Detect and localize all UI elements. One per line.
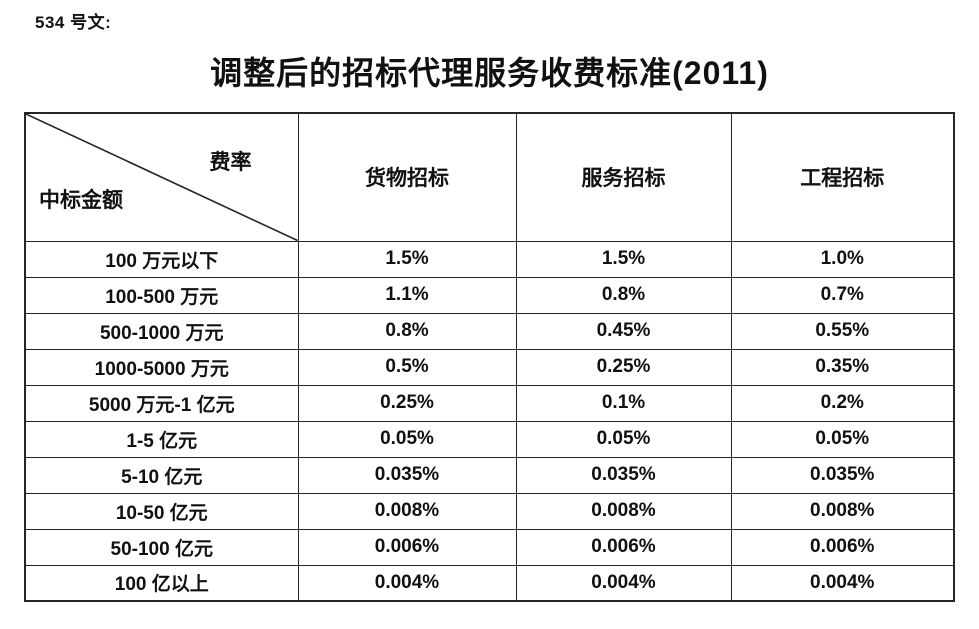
column-header-engineering: 工程招标	[730, 112, 955, 242]
row-label-cell: 5-10 亿元	[24, 456, 299, 494]
table-row: 100 亿以上 0.004% 0.004% 0.004%	[24, 564, 955, 602]
row-label-cell: 50-100 亿元	[24, 528, 299, 566]
diagonal-divider-line	[26, 114, 298, 241]
fee-value-cell: 0.5%	[297, 348, 517, 386]
fee-rate-table: 费率 中标金额 货物招标 服务招标 工程招标 100 万元以下 1.5% 1.5…	[24, 112, 955, 602]
corner-label-fee-rate: 费率	[209, 150, 252, 174]
fee-value-cell: 1.1%	[297, 276, 517, 314]
row-label-cell: 1-5 亿元	[24, 420, 299, 458]
row-label-cell: 100 万元以下	[24, 240, 299, 278]
row-label-cell: 5000 万元-1 亿元	[24, 384, 299, 422]
fee-value-cell: 0.035%	[297, 456, 517, 494]
row-label-cell: 500-1000 万元	[24, 312, 299, 350]
table-row: 10-50 亿元 0.008% 0.008% 0.008%	[24, 492, 955, 530]
fee-value-cell: 1.5%	[297, 240, 517, 278]
fee-value-cell: 0.55%	[730, 312, 955, 350]
fee-value-cell: 0.004%	[297, 564, 517, 602]
fee-value-cell: 1.0%	[730, 240, 955, 278]
fee-value-cell: 0.7%	[730, 276, 955, 314]
row-label-cell: 100-500 万元	[24, 276, 299, 314]
fee-value-cell: 1.5%	[515, 240, 732, 278]
header-row: 费率 中标金额 货物招标 服务招标 工程招标	[24, 112, 955, 242]
fee-value-cell: 0.006%	[730, 528, 955, 566]
fee-value-cell: 0.008%	[515, 492, 732, 530]
fee-value-cell: 0.035%	[515, 456, 732, 494]
fee-value-cell: 0.8%	[297, 312, 517, 350]
fee-value-cell: 0.25%	[297, 384, 517, 422]
column-header-goods: 货物招标	[297, 112, 517, 242]
fee-value-cell: 0.1%	[515, 384, 732, 422]
page-title: 调整后的招标代理服务收费标准(2011)	[210, 55, 769, 91]
row-label-cell: 100 亿以上	[24, 564, 299, 602]
table-row: 1000-5000 万元 0.5% 0.25% 0.35%	[24, 348, 955, 386]
fee-value-cell: 0.35%	[730, 348, 955, 386]
row-label-cell: 10-50 亿元	[24, 492, 299, 530]
table-row: 100 万元以下 1.5% 1.5% 1.0%	[24, 240, 955, 278]
table-row: 1-5 亿元 0.05% 0.05% 0.05%	[24, 420, 955, 458]
table-row: 5000 万元-1 亿元 0.25% 0.1% 0.2%	[24, 384, 955, 422]
fee-value-cell: 0.008%	[297, 492, 517, 530]
table-row: 5-10 亿元 0.035% 0.035% 0.035%	[24, 456, 955, 494]
doc-number-label: 534 号文:	[35, 13, 112, 32]
fee-value-cell: 0.05%	[730, 420, 955, 458]
table-row: 50-100 亿元 0.006% 0.006% 0.006%	[24, 528, 955, 566]
column-header-service: 服务招标	[515, 112, 732, 242]
fee-value-cell: 0.05%	[297, 420, 517, 458]
row-label-cell: 1000-5000 万元	[24, 348, 299, 386]
fee-value-cell: 0.006%	[297, 528, 517, 566]
fee-value-cell: 0.004%	[515, 564, 732, 602]
table-row: 100-500 万元 1.1% 0.8% 0.7%	[24, 276, 955, 314]
fee-value-cell: 0.05%	[515, 420, 732, 458]
fee-value-cell: 0.25%	[515, 348, 732, 386]
corner-label-bid-amount: 中标金额	[39, 187, 123, 212]
table-row: 500-1000 万元 0.8% 0.45% 0.55%	[24, 312, 955, 350]
fee-value-cell: 0.008%	[730, 492, 955, 530]
table-corner-cell: 费率 中标金额	[24, 112, 299, 242]
fee-value-cell: 0.004%	[730, 564, 955, 602]
fee-value-cell: 0.035%	[730, 456, 955, 494]
fee-value-cell: 0.45%	[515, 312, 732, 350]
fee-value-cell: 0.2%	[730, 384, 955, 422]
fee-value-cell: 0.8%	[515, 276, 732, 314]
fee-value-cell: 0.006%	[515, 528, 732, 566]
